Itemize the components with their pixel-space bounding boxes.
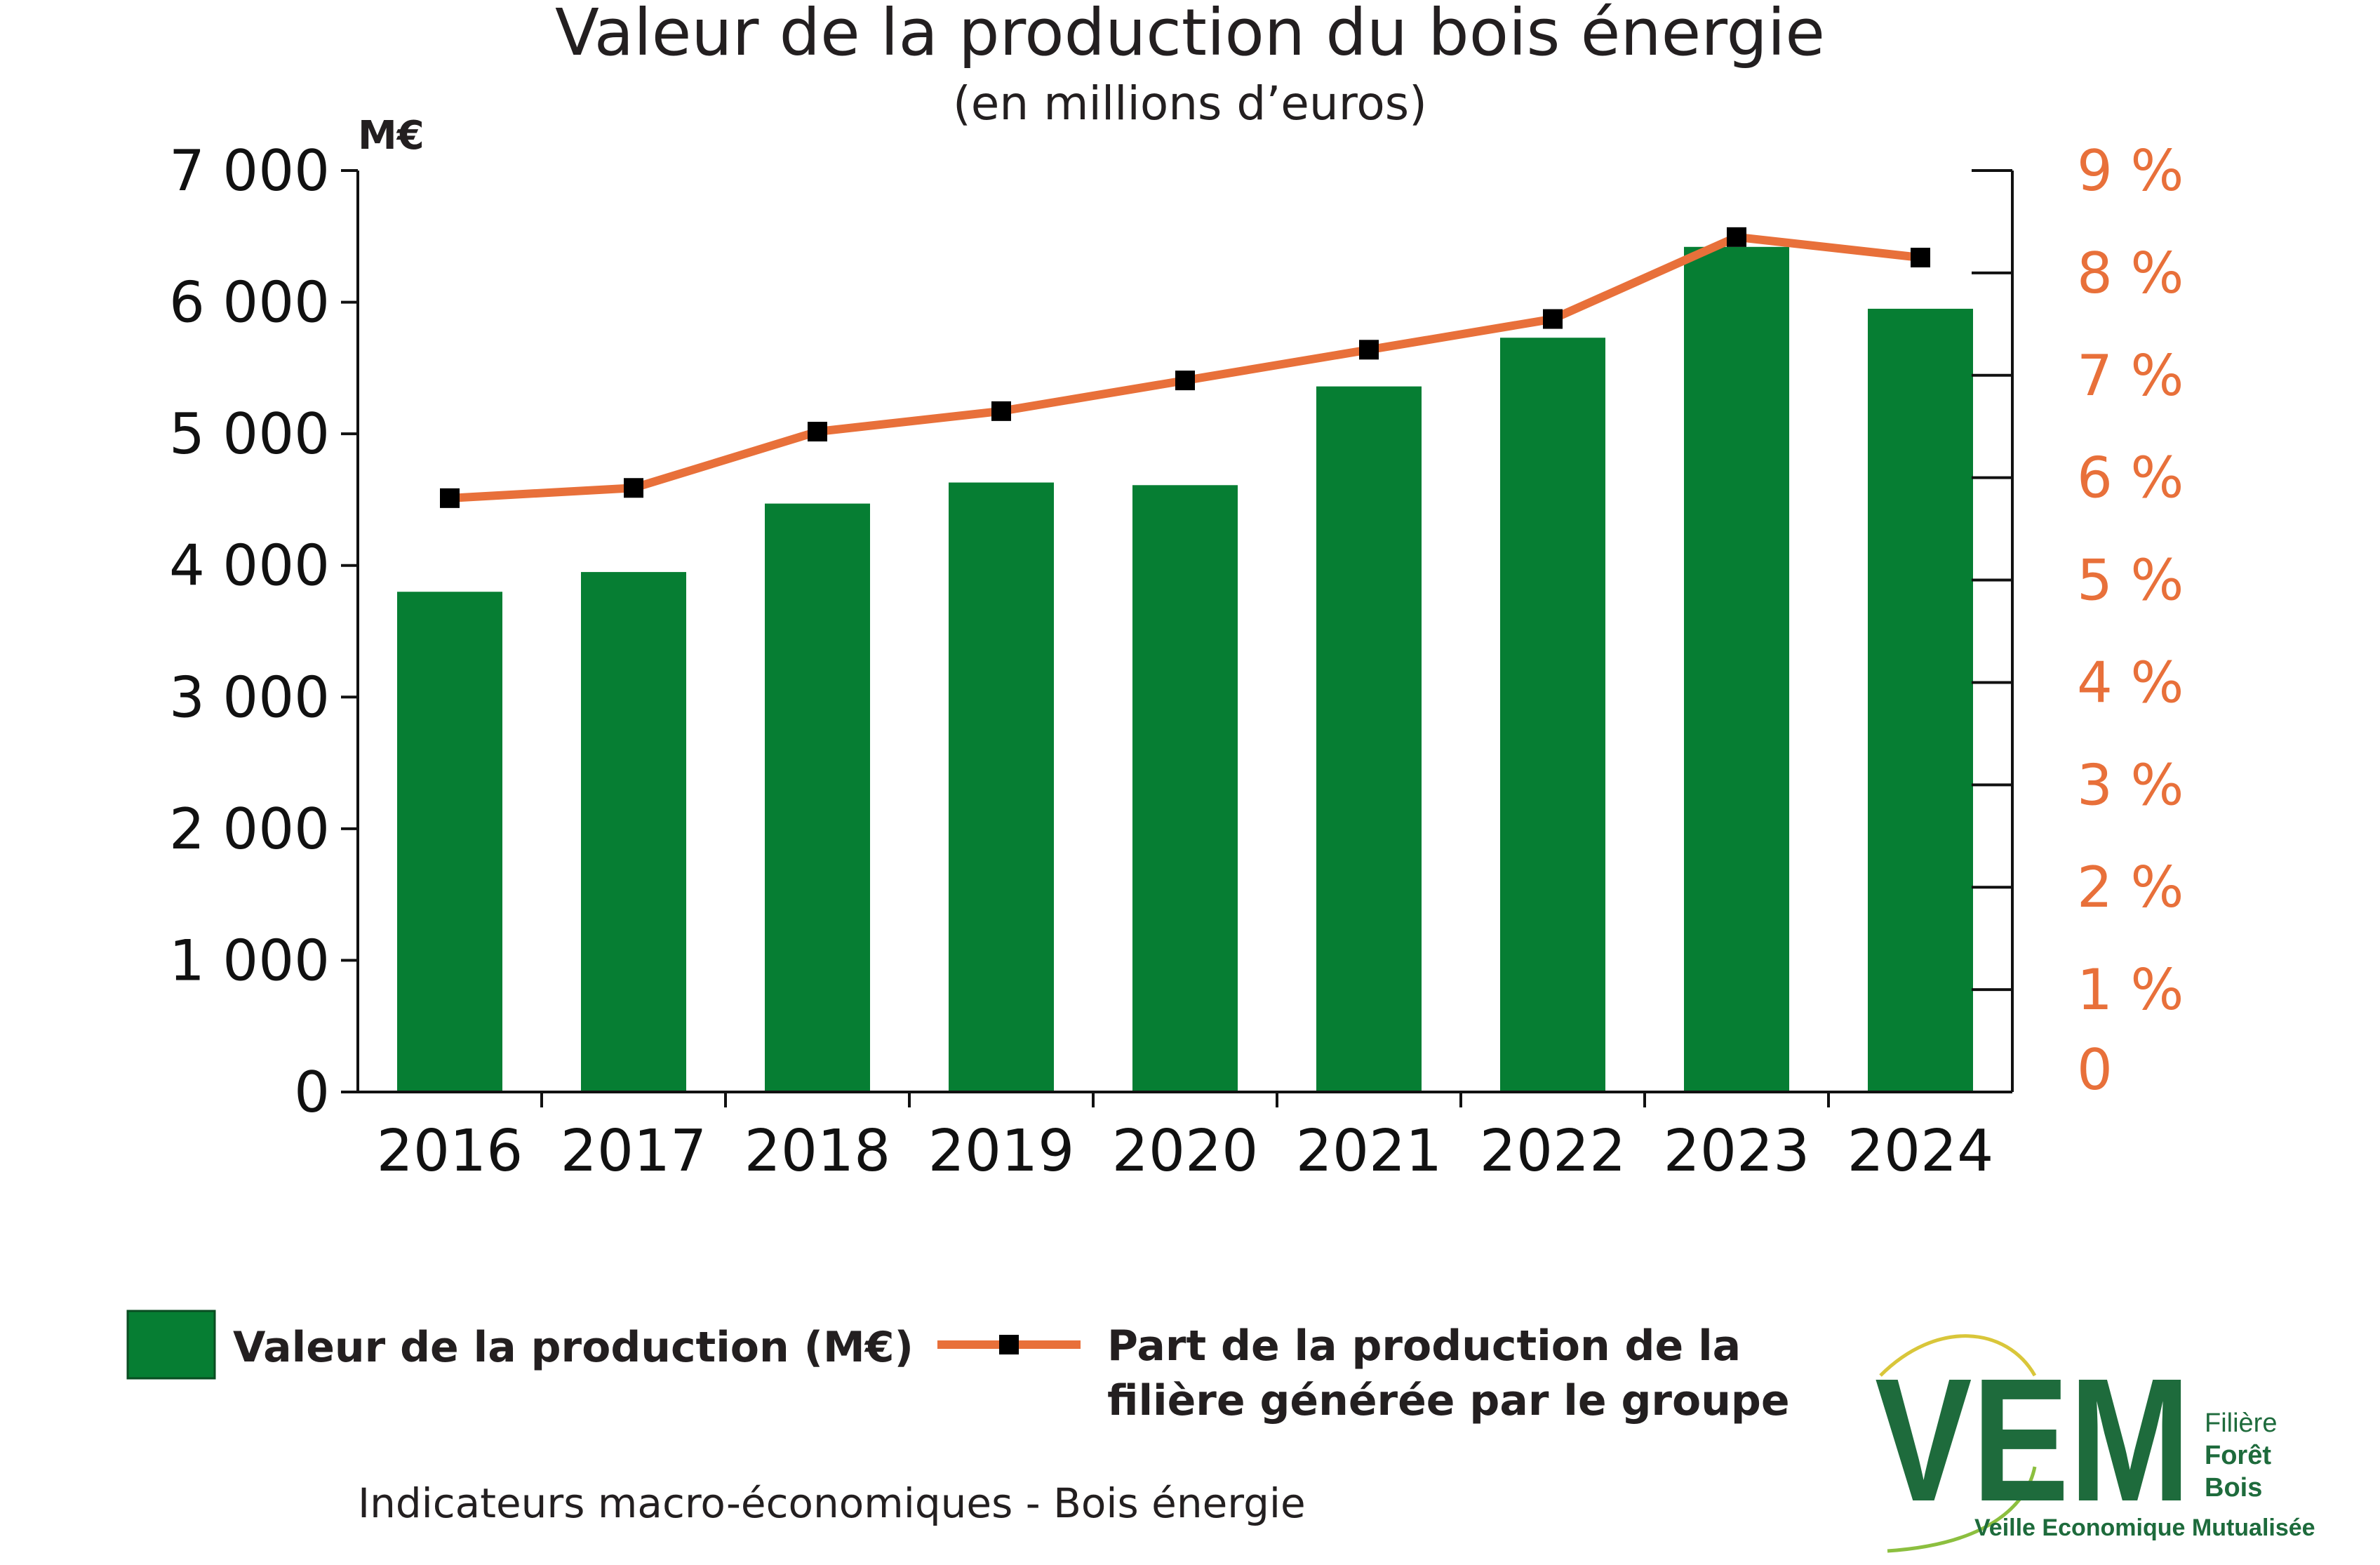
bar-2017 (581, 572, 686, 1092)
x-tick-label: 2016 (377, 1118, 523, 1185)
y-axis-unit: M€ (358, 113, 424, 159)
ticks-layer: 0 1 000 2 000 3 000 4 000 5 000 6 000 7 000 0 1 %… (169, 138, 2184, 1185)
y2-tick-label: 4 % (2077, 650, 2184, 715)
line-point-2024 (1911, 248, 1930, 268)
bar-2024 (1868, 308, 1973, 1093)
y-tick-label: 4 000 (169, 533, 330, 599)
y-tick-label: 6 000 (169, 270, 330, 335)
bar-2020 (1132, 485, 1238, 1092)
bar-2023 (1684, 246, 1789, 1092)
y2-tick-label: 0 (2077, 1037, 2113, 1103)
y-tick-label: 0 (294, 1060, 330, 1125)
line-point-2017 (624, 478, 643, 498)
line-point-2016 (440, 488, 460, 508)
logo-side-3: Bois (2205, 1473, 2262, 1503)
bar-2016 (397, 592, 502, 1092)
legend-line-label-2: filière générée par le groupe (1107, 1376, 1790, 1425)
logo-arc-green-icon (1887, 1466, 2037, 1553)
y-tick-label: 7 000 (169, 138, 330, 204)
line-point-2021 (1359, 340, 1379, 360)
footer-caption: Indicateurs macro-économiques - Bois éne… (358, 1479, 1306, 1527)
x-tick-label: 2017 (561, 1118, 707, 1185)
line-point-2022 (1543, 309, 1563, 329)
y2-tick-label: 5 % (2077, 548, 2184, 613)
chart-title: Valeur de la production du bois énergie (555, 0, 1825, 70)
y2-tick-label: 8 % (2077, 241, 2184, 306)
bars-layer (397, 246, 1973, 1093)
x-tick-label: 2024 (1847, 1118, 1994, 1185)
y-tick-label: 5 000 (169, 401, 330, 467)
logo-side-1: Filière (2205, 1408, 2277, 1438)
vem-logo: VEM Filière Forêt Bois Veille Economique… (1875, 1334, 2315, 1553)
logo-letters: VEM (1875, 1342, 2191, 1538)
y2-tick-label: 2 % (2077, 855, 2184, 920)
y-tick-label: 1 000 (169, 928, 330, 993)
y-tick-label: 3 000 (169, 665, 330, 730)
y2-tick-label: 1 % (2077, 957, 2184, 1023)
chart-subtitle: (en millions d’euros) (953, 76, 1427, 131)
line-point-2018 (808, 422, 827, 442)
line-layer (440, 227, 1930, 508)
legend-line-label-1: Part de la production de la (1107, 1321, 1741, 1371)
legend-bar-swatch (126, 1310, 216, 1380)
x-tick-label: 2020 (1112, 1118, 1259, 1185)
y2-tick-label: 7 % (2077, 343, 2184, 408)
x-tick-label: 2022 (1480, 1118, 1626, 1185)
bar-2019 (949, 482, 1054, 1092)
y2-tick-label: 6 % (2077, 446, 2184, 511)
x-tick-label: 2018 (744, 1118, 891, 1185)
line-point-2020 (1175, 371, 1195, 391)
x-tick-label: 2021 (1296, 1118, 1443, 1185)
legend-line-marker (999, 1335, 1019, 1354)
axes-layer (341, 169, 2014, 1107)
x-tick-label: 2023 (1664, 1118, 1810, 1185)
logo-arc-yellow-icon (1879, 1334, 2037, 1377)
bar-2022 (1500, 338, 1605, 1093)
y-tick-label: 2 000 (169, 797, 330, 862)
logo-tagline: Veille Economique Mutualisée (1974, 1514, 2315, 1541)
logo-side-2: Forêt (2205, 1441, 2271, 1470)
line-point-2023 (1727, 227, 1746, 247)
line-point-2019 (991, 401, 1011, 421)
bar-2018 (765, 503, 870, 1092)
y2-tick-label: 9 % (2077, 138, 2184, 204)
legend-bar-label: Valeur de la production (M€) (233, 1323, 914, 1372)
x-tick-label: 2019 (928, 1118, 1075, 1185)
y2-tick-label: 3 % (2077, 752, 2184, 818)
bar-2021 (1316, 386, 1422, 1092)
